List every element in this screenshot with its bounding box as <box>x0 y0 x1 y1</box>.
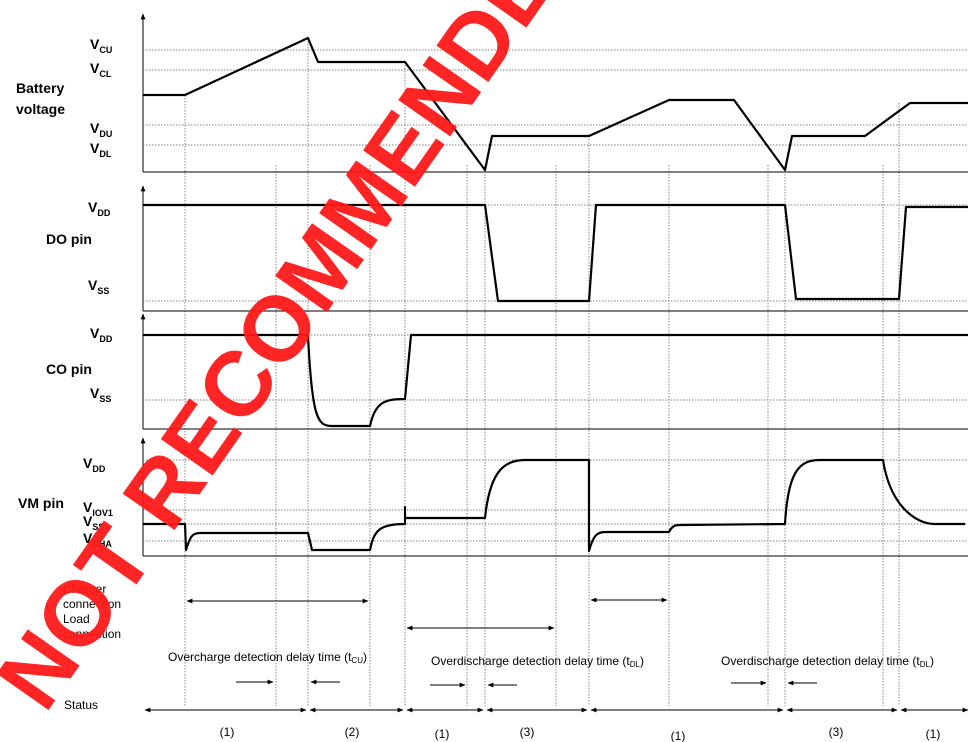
battery-label-line1: Battery <box>16 80 64 96</box>
charger-connection-line2: connection <box>63 597 121 611</box>
do-pin-label: DO pin <box>46 231 92 247</box>
status-segment-1: (1) <box>220 725 235 739</box>
battery-voltage-panel: Battery voltage VCU VCL VDU VDL <box>16 13 968 173</box>
vm-pin-panel: VM pin VDD VIOV1 VSS VCHA <box>18 437 968 557</box>
status-row: Status (1) (2) (1) (3) (1) (3) (1) <box>64 698 969 742</box>
vcu-label: VCU <box>90 36 112 55</box>
co-vdd-label: VDD <box>90 325 113 344</box>
battery-label-line2: voltage <box>16 101 65 117</box>
status-label: Status <box>64 698 98 712</box>
vm-vdd-label: VDD <box>83 455 106 474</box>
battery-voltage-waveform <box>143 36 968 172</box>
do-pin-panel: DO pin VDD VSS <box>46 185 968 312</box>
co-pin-panel: CO pin VDD VSS <box>46 313 968 430</box>
charger-connection-line1: Charger <box>63 582 106 596</box>
vm-pin-label: VM pin <box>18 495 64 511</box>
status-segment-7: (1) <box>926 727 941 741</box>
time-markers <box>184 38 900 706</box>
status-segment-5: (1) <box>671 729 686 742</box>
vdl-label: VDL <box>90 140 112 159</box>
co-vss-label: VSS <box>90 385 111 404</box>
delay-times: Overcharge detection delay time (tCU) Ov… <box>168 650 934 688</box>
do-vss-label: VSS <box>88 277 109 296</box>
overdischarge-delay-label-2: Overdischarge detection delay time (tDL) <box>721 654 934 669</box>
vdu-label: VDU <box>90 120 112 139</box>
overcharge-delay-label: Overcharge detection delay time (tCU) <box>168 650 367 665</box>
status-segment-4: (3) <box>520 725 535 739</box>
vcl-label: VCL <box>90 60 112 79</box>
status-segment-2: (2) <box>345 725 360 739</box>
do-pin-waveform <box>143 203 968 303</box>
status-segment-6: (3) <box>829 725 844 739</box>
vm-vss-label: VSS <box>83 513 104 532</box>
vm-pin-waveform <box>143 458 965 553</box>
co-pin-waveform <box>143 333 968 428</box>
overdischarge-delay-label-1: Overdischarge detection delay time (tDL) <box>431 654 644 669</box>
connections: Charger connection Load connection <box>63 582 668 641</box>
load-connection-line1: Load <box>63 612 90 626</box>
vm-viov1-label: VIOV1 <box>83 499 113 518</box>
status-segment-3: (1) <box>435 727 450 741</box>
load-connection-line2: connection <box>63 627 121 641</box>
do-vdd-label: VDD <box>88 199 111 218</box>
co-pin-label: CO pin <box>46 361 92 377</box>
vm-vcha-label: VCHA <box>83 530 112 549</box>
